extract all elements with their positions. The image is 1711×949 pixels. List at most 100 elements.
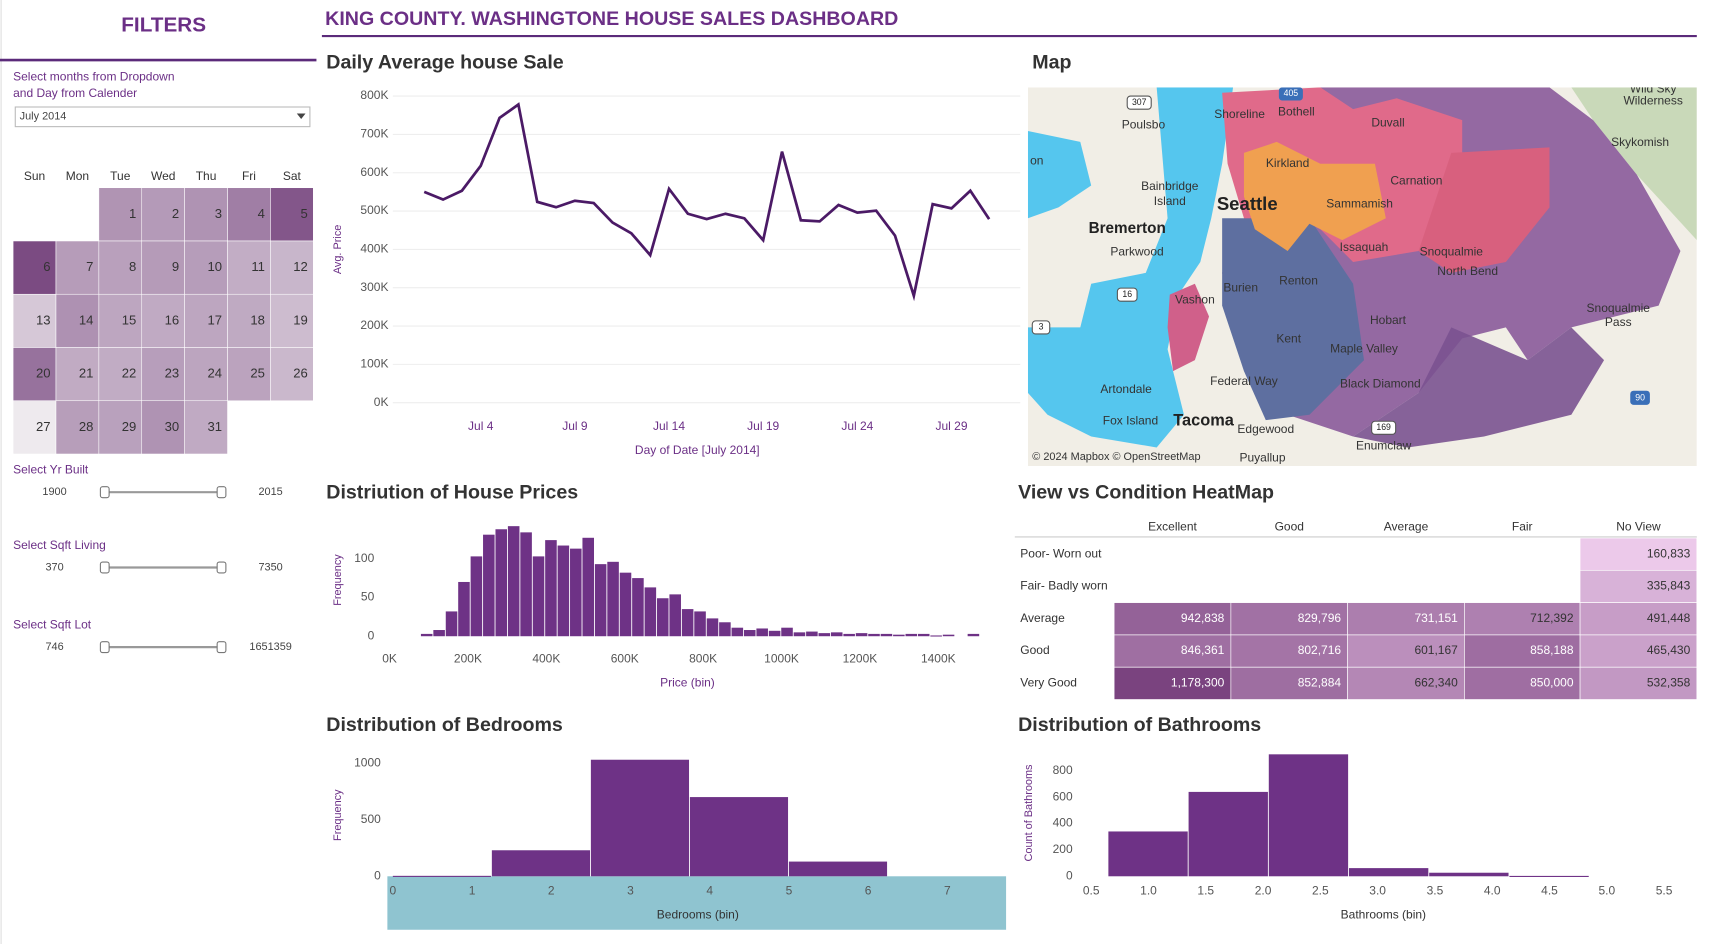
heatmap-cell xyxy=(1464,666,1581,700)
chart-title: Distriution of House Prices xyxy=(326,481,578,503)
calendar-day[interactable] xyxy=(98,400,143,455)
y-axis-title: Count of Bathrooms xyxy=(1023,764,1035,862)
calendar-day-label[interactable]: 13 xyxy=(36,312,51,327)
dropdown-box[interactable] xyxy=(14,106,311,128)
heatmap-column-label: Good xyxy=(1275,519,1304,533)
map-label: Hobart xyxy=(1370,313,1407,327)
calendar-day[interactable] xyxy=(270,293,314,348)
calendar-day-label[interactable]: 16 xyxy=(165,312,180,327)
calendar-day[interactable] xyxy=(141,400,185,455)
heatmap-value: 491,448 xyxy=(1647,611,1691,625)
slider-label: Select Sqft Lot xyxy=(13,617,92,631)
calendar-day-label[interactable]: 26 xyxy=(293,366,308,381)
calendar-day-label[interactable]: 21 xyxy=(79,366,94,381)
slider-handle[interactable] xyxy=(99,486,110,499)
calendar-day[interactable] xyxy=(270,187,314,242)
x-tick-label: 800K xyxy=(689,651,717,665)
calendar-day-label[interactable]: 6 xyxy=(43,259,50,274)
x-tick-label: 0K xyxy=(382,651,397,665)
slider-handle[interactable] xyxy=(99,561,110,574)
slider-min: 1900 xyxy=(42,486,66,498)
calendar-day[interactable] xyxy=(184,400,228,455)
y-tick-label: 50 xyxy=(361,590,375,604)
calendar-day[interactable] xyxy=(12,240,57,295)
y-tick-label: 600 xyxy=(1053,789,1073,803)
histogram-bar xyxy=(1348,868,1429,877)
slider-max: 2015 xyxy=(258,486,282,498)
calendar-day-label[interactable]: 20 xyxy=(36,366,51,381)
calendar-day-label[interactable]: 10 xyxy=(208,259,223,274)
heatmap-column-label: No View xyxy=(1616,519,1661,533)
calendar-day[interactable] xyxy=(270,347,314,402)
calendar-day-label[interactable]: 4 xyxy=(258,206,265,221)
calendar-day[interactable] xyxy=(227,187,271,242)
weekday-label: Mon xyxy=(66,169,89,183)
calendar-day[interactable] xyxy=(227,347,271,402)
histogram-bar xyxy=(420,633,433,637)
calendar-day-label[interactable]: 18 xyxy=(250,312,265,327)
calendar-day[interactable] xyxy=(98,240,143,295)
calendar-day-label[interactable]: 11 xyxy=(251,259,265,274)
calendar-day-label[interactable]: 8 xyxy=(129,259,136,274)
calendar-day-label[interactable]: 28 xyxy=(79,419,94,434)
calendar-day[interactable] xyxy=(227,240,271,295)
calendar-day-label[interactable]: 9 xyxy=(172,259,179,274)
y-tick-label: 400 xyxy=(1053,816,1073,830)
slider-handle[interactable] xyxy=(216,561,227,574)
calendar-day-label[interactable]: 24 xyxy=(208,366,223,381)
calendar-day[interactable] xyxy=(98,293,143,348)
calendar-day-label[interactable]: 29 xyxy=(122,419,137,434)
calendar-day-label[interactable]: 31 xyxy=(208,419,223,434)
calendar-day[interactable] xyxy=(184,293,228,348)
calendar-day[interactable] xyxy=(55,347,100,402)
heatmap-cell xyxy=(1579,537,1698,571)
calendar-day-label[interactable]: 7 xyxy=(86,259,93,274)
heatmap-cell xyxy=(1113,634,1232,668)
y-tick-label: 100K xyxy=(360,357,388,371)
calendar-day[interactable] xyxy=(227,293,271,348)
calendar-day-label[interactable]: 3 xyxy=(215,206,222,221)
x-tick-label: 3.0 xyxy=(1369,884,1386,898)
calendar-day-label[interactable]: 12 xyxy=(293,259,308,274)
calendar-day[interactable] xyxy=(270,240,314,295)
slider-handle[interactable] xyxy=(216,486,227,499)
x-tick-label: 1.0 xyxy=(1140,884,1157,898)
calendar-day[interactable] xyxy=(141,240,185,295)
histogram-bar xyxy=(483,534,495,637)
calendar-day[interactable] xyxy=(184,240,228,295)
chart-title: Distribution of Bathrooms xyxy=(1018,714,1261,736)
histogram-bar xyxy=(669,594,681,637)
dropdown[interactable]: July 2014 xyxy=(14,106,311,128)
road-shield-label: 16 xyxy=(1122,289,1132,299)
calendar-day-label[interactable]: 2 xyxy=(172,206,179,221)
road-shield-label: 90 xyxy=(1635,393,1645,403)
calendar-day-label[interactable]: 1 xyxy=(129,206,136,221)
calendar-day[interactable] xyxy=(184,347,228,402)
calendar-day[interactable] xyxy=(12,293,57,348)
slider-handle[interactable] xyxy=(216,641,227,654)
y-tick-label: 0 xyxy=(374,868,381,882)
calendar-day-label[interactable]: 25 xyxy=(250,366,265,381)
calendar-day-label[interactable]: 23 xyxy=(165,366,180,381)
slider-handle[interactable] xyxy=(99,641,110,654)
calendar-day-label[interactable]: 19 xyxy=(293,312,308,327)
calendar-day-label[interactable]: 5 xyxy=(301,206,308,221)
x-tick-label: 4 xyxy=(706,884,713,898)
calendar-day[interactable] xyxy=(184,187,228,242)
line-series xyxy=(423,102,991,302)
calendar-day-label[interactable]: 30 xyxy=(165,419,180,434)
histogram-bar xyxy=(632,578,644,637)
calendar-day-label[interactable]: 22 xyxy=(122,366,137,381)
dropdown-value[interactable]: July 2014 xyxy=(20,111,67,123)
calendar-day[interactable] xyxy=(55,240,100,295)
calendar-day-label[interactable]: 15 xyxy=(122,312,137,327)
slider-label: Select Yr Built xyxy=(13,463,89,477)
calendar-day-label[interactable]: 27 xyxy=(36,419,51,434)
calendar-day[interactable] xyxy=(141,293,185,348)
dropdown-arrow[interactable] xyxy=(296,113,306,119)
calendar-day-label[interactable]: 14 xyxy=(79,312,94,327)
calendar-day[interactable] xyxy=(12,400,57,455)
heatmap-cell xyxy=(1579,634,1698,668)
calendar-day-label[interactable]: 17 xyxy=(208,312,223,327)
map-label: Maple Valley xyxy=(1330,341,1398,355)
